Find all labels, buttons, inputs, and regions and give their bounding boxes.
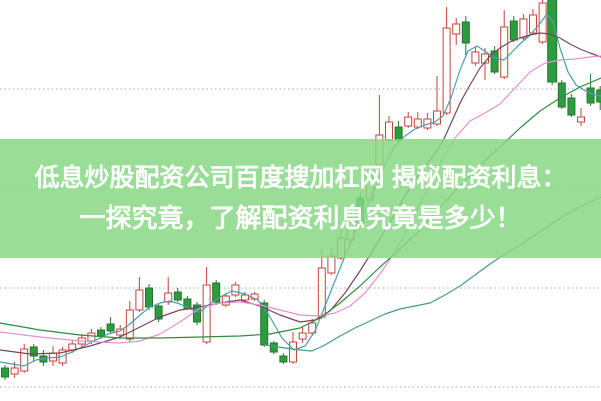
- candle-body-down: [269, 342, 278, 353]
- candle-body-down: [145, 287, 153, 308]
- candle-body-up: [202, 284, 211, 343]
- candle-body-down: [154, 305, 163, 320]
- candle-body-up: [577, 116, 585, 123]
- candle-body-up: [500, 26, 509, 78]
- candle-body-down: [106, 323, 115, 332]
- ma-pink-line: [0, 55, 601, 344]
- candle-body-up: [538, 2, 547, 43]
- candle-body-down: [193, 304, 201, 323]
- candle-body-up: [289, 341, 297, 363]
- candle-body-down: [279, 355, 288, 363]
- promo-banner: 低息炒股配资公司百度搜加杠网 揭秘配资利息： 一探究竟，了解配资利息究竟是多少！: [0, 139, 601, 258]
- candle-body-up: [241, 294, 249, 301]
- candle-body-up: [164, 292, 173, 303]
- candle-body-up: [317, 267, 326, 318]
- candle-body-down: [567, 97, 576, 116]
- candle-body-down: [173, 291, 182, 301]
- candle-body-down: [547, 0, 558, 83]
- candle-body-up: [327, 255, 336, 274]
- candle-body-up: [87, 332, 96, 342]
- banner-line-1: 低息炒股配资公司百度搜加杠网 揭秘配资利息：: [34, 164, 567, 192]
- candle-body-down: [461, 21, 470, 44]
- candle-body-up: [298, 332, 307, 340]
- candle-body-down: [97, 329, 105, 337]
- candle-body-up: [519, 18, 528, 39]
- candle-body-up: [221, 295, 230, 306]
- candle-body-down: [212, 282, 221, 303]
- candle-body-up: [413, 118, 422, 128]
- candle-body-down: [1, 367, 9, 378]
- candle-body-up: [452, 23, 461, 35]
- candle-body-up: [10, 367, 19, 375]
- candle-body-down: [490, 50, 499, 73]
- candle-body-down: [29, 346, 38, 357]
- candle-body-up: [231, 284, 240, 296]
- candle-body-up: [404, 116, 413, 127]
- candle-body-down: [260, 302, 269, 346]
- candle-body-up: [529, 14, 537, 34]
- ma-fast-teal-line: [0, 13, 601, 367]
- banner-line-2: 一探究竟，了解配资利息究竟是多少！: [79, 203, 522, 233]
- candle-body-down: [586, 87, 595, 104]
- candle-body-up: [20, 348, 29, 372]
- candle-body-up: [471, 51, 480, 64]
- ma-green-line: [0, 77, 601, 339]
- candle-body-down: [509, 20, 518, 41]
- candle-body-up: [442, 27, 451, 114]
- candle-body-up: [135, 289, 144, 311]
- candle-body-up: [385, 121, 393, 141]
